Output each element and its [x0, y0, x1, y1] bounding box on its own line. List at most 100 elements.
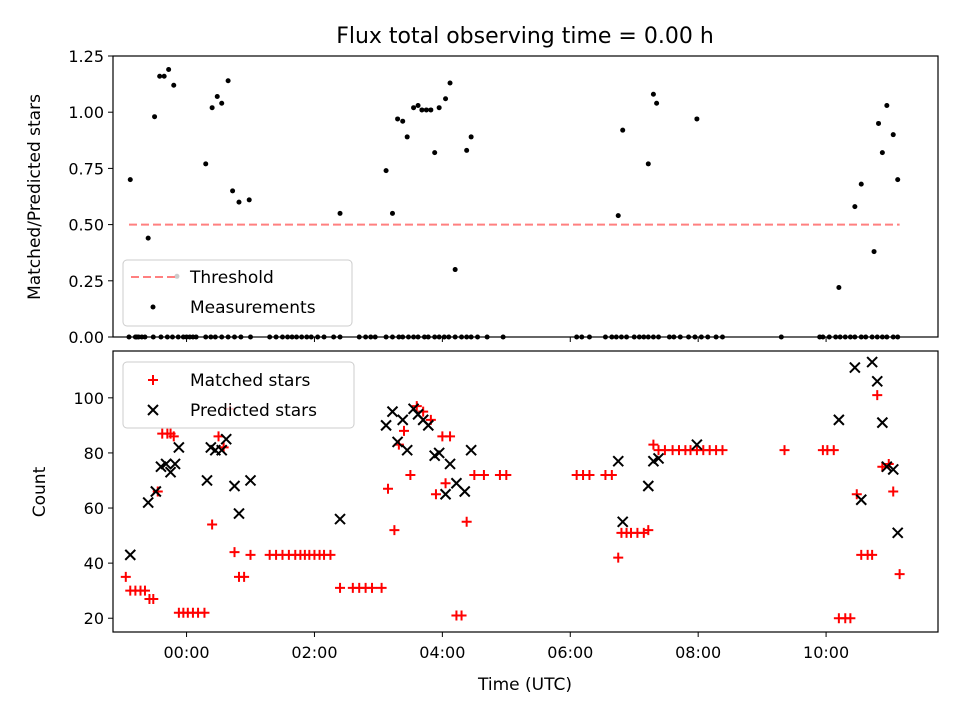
- predicted-star-point: [691, 438, 703, 451]
- measurement-point: [464, 147, 470, 153]
- bottom-y-axis-label: Count: [30, 466, 50, 517]
- bottom-plot-frame: [112, 350, 939, 633]
- predicted-star-point: [244, 474, 257, 487]
- predicted-star-point: [422, 419, 434, 432]
- measurement-point: [884, 102, 890, 108]
- predicted-star-point: [173, 441, 185, 454]
- measurement-point: [209, 105, 215, 111]
- matched-star-point: [148, 593, 159, 604]
- measurement-point: [615, 213, 621, 219]
- y-tick-label: 0.75: [68, 159, 104, 178]
- measurement-point: [400, 118, 406, 124]
- x-tick-label: 08:00: [675, 643, 721, 662]
- y-tick-label: 100: [73, 389, 104, 408]
- measurement-point: [871, 249, 877, 255]
- measurement-point: [337, 210, 343, 216]
- y-tick-label: 0.50: [68, 216, 104, 235]
- measurement-point: [879, 150, 885, 156]
- predicted-star-point: [201, 474, 213, 487]
- y-tick-label: 80: [84, 444, 104, 463]
- measurement-point: [468, 134, 474, 140]
- predicted-star-point: [401, 444, 413, 456]
- predicted-star-point: [652, 452, 665, 465]
- matched-star-point: [478, 469, 489, 480]
- measurement-point: [225, 78, 231, 84]
- predicted-star-point: [160, 458, 172, 470]
- matched-star-point: [207, 519, 218, 530]
- y-tick-label: 60: [84, 499, 104, 518]
- predicted-star-point: [164, 466, 177, 478]
- matched-star-point: [440, 478, 451, 489]
- predicted-star-point: [612, 455, 624, 467]
- predicted-star-point: [150, 485, 162, 498]
- top-y-ticks: 0.00 0.25 0.50 0.75 1.00 1.25: [68, 47, 113, 347]
- matched-star-point: [376, 582, 387, 593]
- predicted-star-point: [866, 356, 878, 368]
- legend-matched-swatch: [148, 375, 158, 385]
- legend-matched-label: Matched stars: [190, 371, 310, 391]
- x-tick-label: 00:00: [163, 643, 209, 662]
- legend-threshold-label: Threshold: [189, 268, 274, 288]
- matched-star-point: [613, 552, 624, 563]
- measurement-point: [895, 177, 901, 183]
- top-panel: 0.00 0.25 0.50 0.75 1.00 1.25 Matched/Predict…: [25, 47, 939, 347]
- predicted-star-point: [334, 513, 346, 525]
- measurement-point: [443, 96, 449, 102]
- measurement-point: [152, 114, 158, 120]
- predicted-star-point: [169, 458, 181, 470]
- legend-predicted-swatch: [147, 404, 159, 416]
- predicted-star-point: [433, 447, 445, 459]
- y-tick-label: 40: [84, 554, 104, 573]
- measurement-point: [852, 204, 858, 210]
- matched-star-point: [120, 571, 131, 582]
- bottom-marks: [120, 356, 905, 624]
- measurement-point: [650, 91, 656, 97]
- matched-star-point: [335, 582, 346, 593]
- measurement-point: [428, 107, 434, 113]
- matched-star-point: [643, 525, 654, 536]
- predicted-star-point: [391, 436, 404, 448]
- predicted-star-point: [459, 485, 471, 498]
- y-tick-label: 20: [84, 609, 104, 628]
- predicted-star-point: [397, 414, 409, 426]
- matched-star-point: [383, 483, 393, 494]
- x-tick-label: 10:00: [803, 643, 849, 662]
- measurement-point: [203, 161, 209, 167]
- matched-star-point: [779, 445, 790, 456]
- measurement-point: [654, 100, 660, 106]
- measurement-point: [858, 181, 864, 187]
- matched-star-point: [245, 549, 256, 560]
- matched-star-point: [152, 486, 163, 497]
- predicted-star-point: [642, 480, 654, 492]
- legend-box: [122, 361, 355, 429]
- predicted-star-point: [881, 460, 893, 473]
- predicted-star-point: [386, 405, 399, 418]
- bottom-x-axis-label: Time (UTC): [477, 675, 572, 695]
- matched-star-point: [325, 549, 336, 560]
- matched-star-point: [845, 613, 856, 624]
- chart-title: Flux total observing time = 0.00 h: [336, 24, 714, 49]
- predicted-star-point: [380, 419, 392, 432]
- measurement-point: [230, 188, 236, 194]
- measurement-point: [423, 107, 429, 113]
- matched-star-point: [461, 516, 472, 527]
- measurement-point: [236, 199, 242, 205]
- measurement-point: [452, 267, 458, 273]
- measurement-point: [447, 80, 453, 86]
- measurement-point: [157, 73, 163, 79]
- matched-star-point: [389, 525, 400, 536]
- y-tick-label: 1.00: [68, 103, 104, 122]
- predicted-star-point: [617, 516, 629, 528]
- measurement-point: [166, 66, 172, 72]
- measurement-point: [219, 100, 225, 106]
- matched-star-point: [888, 486, 899, 497]
- matched-star-point: [872, 390, 883, 401]
- x-tick-label: 04:00: [419, 643, 465, 662]
- x-tick-label: 06:00: [547, 643, 593, 662]
- predicted-star-point: [876, 416, 889, 429]
- measurement-point: [432, 150, 438, 156]
- legend-measurements-label: Measurements: [190, 298, 316, 318]
- measurement-point: [415, 102, 421, 108]
- matched-star-point: [445, 431, 456, 442]
